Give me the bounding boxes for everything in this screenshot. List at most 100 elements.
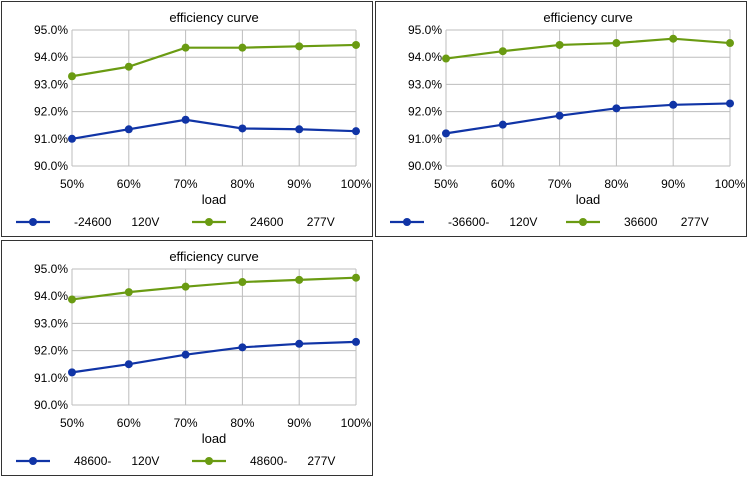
data-point — [68, 368, 76, 377]
x-tick-label: 80% — [604, 177, 628, 191]
data-point — [442, 129, 450, 138]
data-point — [295, 42, 304, 51]
legend-label: 48600- 120V — [74, 454, 159, 468]
x-tick-label: 70% — [548, 177, 572, 191]
x-tick-label: 50% — [434, 177, 458, 191]
data-point — [726, 39, 734, 48]
x-axis-label: load — [202, 192, 227, 207]
x-tick-label: 70% — [174, 177, 198, 191]
chart-svg: efficiency curve 90.0% 91.0% 92.0% 93.0% 94.0… — [390, 10, 746, 229]
y-tick-label: 90.0% — [34, 159, 68, 173]
data-point — [238, 278, 247, 287]
y-tick-label: 93.0% — [408, 77, 442, 91]
series-line-2 — [71, 43, 357, 78]
legend-label: 48600- 277V — [250, 454, 335, 468]
data-point — [295, 275, 304, 284]
legend-swatch-marker — [29, 457, 37, 465]
data-point — [181, 43, 190, 52]
legend-swatch-marker — [205, 457, 213, 465]
series-line-1 — [71, 118, 357, 140]
data-point — [555, 111, 564, 120]
data-point — [352, 273, 360, 282]
x-tick-label: 50% — [60, 416, 84, 430]
chart-svg: efficiency curve 90.0% 91.0% 92.0% 93.0% 94.0… — [16, 10, 372, 229]
series-line-1 — [71, 340, 357, 374]
y-tick-label: 92.0% — [408, 105, 442, 119]
y-tick-label: 90.0% — [408, 159, 442, 173]
x-tick-label: 100% — [341, 177, 372, 191]
x-tick-label: 100% — [715, 177, 746, 191]
x-tick-label: 90% — [287, 177, 311, 191]
x-tick-label: 100% — [341, 416, 372, 430]
x-tick-label: 50% — [60, 177, 84, 191]
legend-label: -24600 120V — [74, 215, 159, 229]
y-tick-label: 95.0% — [34, 23, 68, 37]
data-point — [124, 62, 133, 71]
y-tick-label: 90.0% — [34, 398, 68, 412]
y-tick-label: 92.0% — [34, 344, 68, 358]
legend-label: 36600 277V — [624, 215, 709, 229]
data-point — [68, 72, 76, 81]
y-tick-label: 95.0% — [408, 23, 442, 37]
data-point — [124, 288, 133, 297]
x-tick-label: 60% — [491, 177, 515, 191]
y-tick-label: 91.0% — [34, 132, 68, 146]
y-tick-label: 95.0% — [34, 262, 68, 276]
y-tick-label: 94.0% — [408, 50, 442, 64]
data-point — [612, 39, 621, 48]
x-tick-label: 60% — [117, 177, 141, 191]
data-point — [352, 40, 360, 49]
x-tick-label: 80% — [230, 177, 254, 191]
y-tick-label: 91.0% — [408, 132, 442, 146]
data-point — [68, 295, 76, 304]
data-point — [669, 34, 678, 43]
data-point — [238, 43, 247, 52]
data-point — [181, 115, 190, 124]
chart-title: efficiency curve — [169, 249, 258, 264]
x-tick-label: 70% — [174, 416, 198, 430]
data-point — [124, 125, 133, 134]
x-tick-label: 90% — [287, 416, 311, 430]
data-point — [295, 339, 304, 348]
x-tick-label: 90% — [661, 177, 685, 191]
efficiency-chart-24600: efficiency curve 90.0% 91.0% 92.0% 93.0% 94.0… — [1, 1, 373, 237]
data-point — [352, 337, 360, 346]
chart-title: efficiency curve — [169, 10, 258, 25]
legend-swatch-marker — [403, 218, 411, 226]
legend-swatch-marker — [579, 218, 587, 226]
legend-swatch-marker — [29, 218, 37, 226]
data-point — [726, 99, 734, 108]
data-point — [555, 40, 564, 49]
data-point — [442, 54, 450, 63]
data-point — [498, 47, 507, 56]
x-tick-label: 80% — [230, 416, 254, 430]
data-point — [295, 125, 304, 134]
series-line-2 — [71, 276, 357, 301]
data-point — [498, 120, 507, 129]
series-line-2 — [445, 37, 731, 60]
chart-svg: efficiency curve 90.0% 91.0% 92.0% 93.0% 94.0… — [16, 249, 372, 468]
efficiency-chart-48600: efficiency curve 90.0% 91.0% 92.0% 93.0% 94.0… — [1, 240, 373, 476]
series-line-1 — [445, 102, 731, 135]
legend-swatch-marker — [205, 218, 213, 226]
y-tick-label: 93.0% — [34, 77, 68, 91]
y-tick-label: 92.0% — [34, 105, 68, 119]
legend-label: -36600- 120V — [448, 215, 537, 229]
y-tick-label: 91.0% — [34, 371, 68, 385]
y-tick-label: 93.0% — [34, 316, 68, 330]
data-point — [181, 282, 190, 291]
data-point — [238, 343, 247, 352]
data-point — [124, 360, 133, 369]
data-point — [612, 104, 621, 113]
x-axis-label: load — [202, 431, 227, 446]
chart-title: efficiency curve — [543, 10, 632, 25]
data-point — [181, 350, 190, 359]
data-point — [238, 124, 247, 133]
legend-label: 24600 277V — [250, 215, 335, 229]
x-tick-label: 60% — [117, 416, 141, 430]
efficiency-chart-36600: efficiency curve 90.0% 91.0% 92.0% 93.0% 94.0… — [375, 1, 747, 237]
y-tick-label: 94.0% — [34, 289, 68, 303]
data-point — [68, 134, 76, 143]
data-point — [352, 127, 360, 136]
x-axis-label: load — [576, 192, 601, 207]
